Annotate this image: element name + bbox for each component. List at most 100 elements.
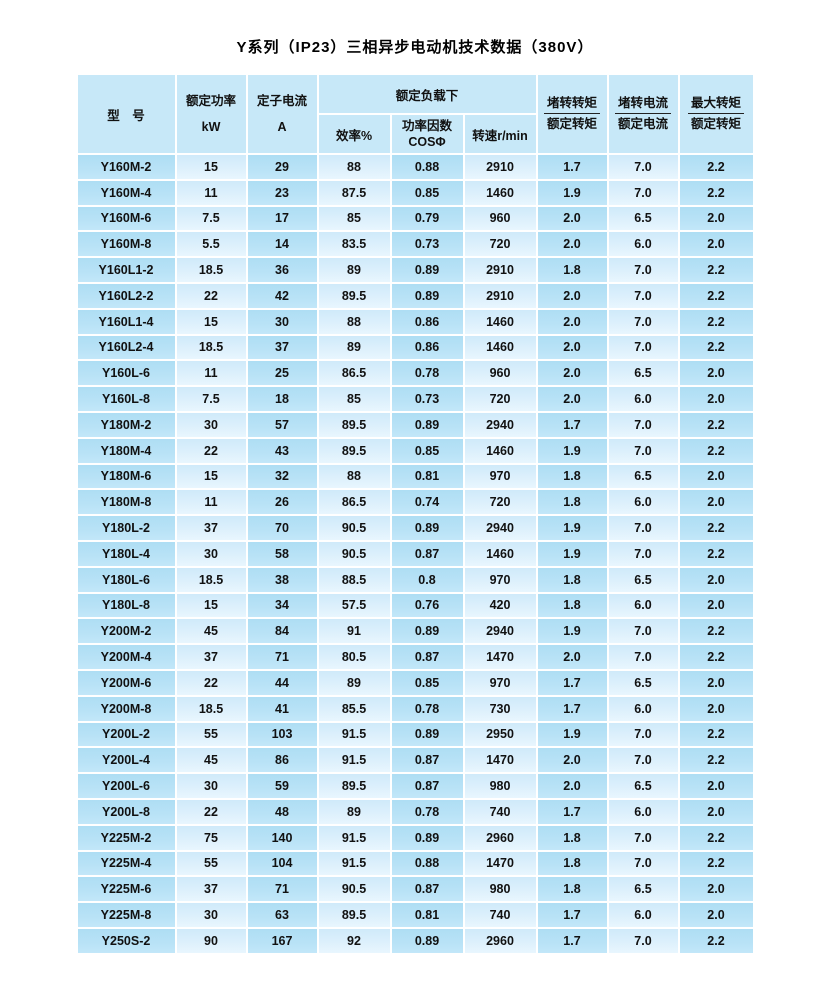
cell-locked-current-ratio: 7.0 [608,335,678,360]
cell-power-factor: 0.88 [391,155,463,179]
cell-power-factor: 0.78 [391,696,463,721]
cell-locked-current-ratio: 6.5 [608,361,678,386]
cell-speed: 720 [464,490,536,515]
table-row: Y160L1-4 15 30 88 0.86 1460 2.0 7.0 2.2 [77,309,753,334]
cell-model: Y200M-6 [77,670,175,695]
cell-stator-current: 23 [247,180,317,205]
header-model-label: 型 号 [107,108,145,123]
header-speed: 转速r/min [464,115,536,153]
cell-rated-power: 7.5 [176,206,246,231]
cell-locked-torque-ratio: 2.0 [537,283,607,308]
table-row: Y200L-6 30 59 89.5 0.87 980 2.0 6.5 2.0 [77,774,753,798]
cell-efficiency: 91 [318,619,390,644]
cell-speed: 2940 [464,619,536,644]
cell-speed: 2940 [464,516,536,540]
cell-max-torque-ratio: 2.2 [679,645,753,669]
cell-locked-torque-ratio: 1.8 [537,851,607,876]
cell-power-factor: 0.87 [391,877,463,902]
header-max-torque-ratio: 最大转矩 额定转矩 [679,75,753,153]
cell-efficiency: 85 [318,387,390,411]
table-row: Y180L-4 30 58 90.5 0.87 1460 1.9 7.0 2.2 [77,541,753,566]
cell-power-factor: 0.85 [391,180,463,205]
cell-model: Y160L1-2 [77,258,175,282]
cell-locked-current-ratio: 6.5 [608,774,678,798]
cell-speed: 960 [464,361,536,386]
cell-speed: 1460 [464,438,536,463]
cell-stator-current: 41 [247,696,317,721]
cell-max-torque-ratio: 2.0 [679,774,753,798]
cell-rated-power: 30 [176,903,246,927]
cell-power-factor: 0.76 [391,593,463,618]
cell-max-torque-ratio: 2.2 [679,180,753,205]
cell-speed: 1470 [464,748,536,773]
cell-locked-current-ratio: 6.5 [608,877,678,902]
cell-stator-current: 104 [247,851,317,876]
table-row: Y160L-8 7.5 18 85 0.73 720 2.0 6.0 2.0 [77,387,753,411]
cell-stator-current: 63 [247,903,317,927]
cell-efficiency: 91.5 [318,748,390,773]
cell-power-factor: 0.86 [391,335,463,360]
cell-model: Y200L-8 [77,799,175,824]
cell-rated-power: 22 [176,438,246,463]
cell-stator-current: 30 [247,309,317,334]
cell-efficiency: 83.5 [318,232,390,257]
table-row: Y225M-6 37 71 90.5 0.87 980 1.8 6.5 2.0 [77,877,753,902]
cell-rated-power: 45 [176,748,246,773]
cell-efficiency: 85 [318,206,390,231]
cell-max-torque-ratio: 2.0 [679,696,753,721]
cell-max-torque-ratio: 2.2 [679,825,753,850]
cell-speed: 730 [464,696,536,721]
cell-locked-current-ratio: 7.0 [608,516,678,540]
cell-stator-current: 37 [247,335,317,360]
cell-stator-current: 86 [247,748,317,773]
cell-max-torque-ratio: 2.2 [679,258,753,282]
cell-locked-torque-ratio: 1.8 [537,567,607,592]
cell-rated-power: 18.5 [176,335,246,360]
cell-stator-current: 57 [247,412,317,437]
table-row: Y180L-8 15 34 57.5 0.76 420 1.8 6.0 2.0 [77,593,753,618]
cell-locked-current-ratio: 7.0 [608,541,678,566]
cell-model: Y160L-8 [77,387,175,411]
cell-stator-current: 44 [247,670,317,695]
cell-locked-torque-ratio: 1.9 [537,180,607,205]
cell-max-torque-ratio: 2.2 [679,283,753,308]
cell-locked-current-ratio: 7.0 [608,928,678,953]
cell-locked-torque-ratio: 1.8 [537,825,607,850]
table-row: Y160M-2 15 29 88 0.88 2910 1.7 7.0 2.2 [77,155,753,179]
cell-efficiency: 89 [318,799,390,824]
cell-power-factor: 0.89 [391,825,463,850]
table-row: Y200L-4 45 86 91.5 0.87 1470 2.0 7.0 2.2 [77,748,753,773]
cell-speed: 2960 [464,928,536,953]
cell-locked-current-ratio: 6.5 [608,464,678,489]
cell-max-torque-ratio: 2.2 [679,516,753,540]
cell-locked-current-ratio: 7.0 [608,438,678,463]
cell-locked-torque-ratio: 1.8 [537,258,607,282]
cell-power-factor: 0.89 [391,619,463,644]
cell-locked-torque-ratio: 1.8 [537,593,607,618]
cell-efficiency: 89.5 [318,412,390,437]
cell-speed: 960 [464,206,536,231]
cell-speed: 980 [464,877,536,902]
header-power-factor-label: 功率因数 [401,119,452,133]
cell-stator-current: 36 [247,258,317,282]
cell-power-factor: 0.81 [391,464,463,489]
cell-locked-current-ratio: 6.5 [608,670,678,695]
table-row: Y180L-6 18.5 38 88.5 0.8 970 1.8 6.5 2.0 [77,567,753,592]
cell-power-factor: 0.89 [391,258,463,282]
cell-max-torque-ratio: 2.2 [679,619,753,644]
cell-locked-torque-ratio: 1.9 [537,541,607,566]
cell-speed: 970 [464,567,536,592]
cell-max-torque-ratio: 2.0 [679,206,753,231]
cell-speed: 1460 [464,335,536,360]
cell-rated-power: 11 [176,180,246,205]
cell-model: Y225M-2 [77,825,175,850]
cell-locked-torque-ratio: 1.9 [537,722,607,747]
cell-stator-current: 29 [247,155,317,179]
cell-locked-current-ratio: 6.0 [608,490,678,515]
header-rated-power: 额定功率 kW [176,75,246,153]
cell-model: Y160L2-4 [77,335,175,360]
cell-efficiency: 92 [318,928,390,953]
table-row: Y160L1-2 18.5 36 89 0.89 2910 1.8 7.0 2.… [77,258,753,282]
cell-stator-current: 43 [247,438,317,463]
